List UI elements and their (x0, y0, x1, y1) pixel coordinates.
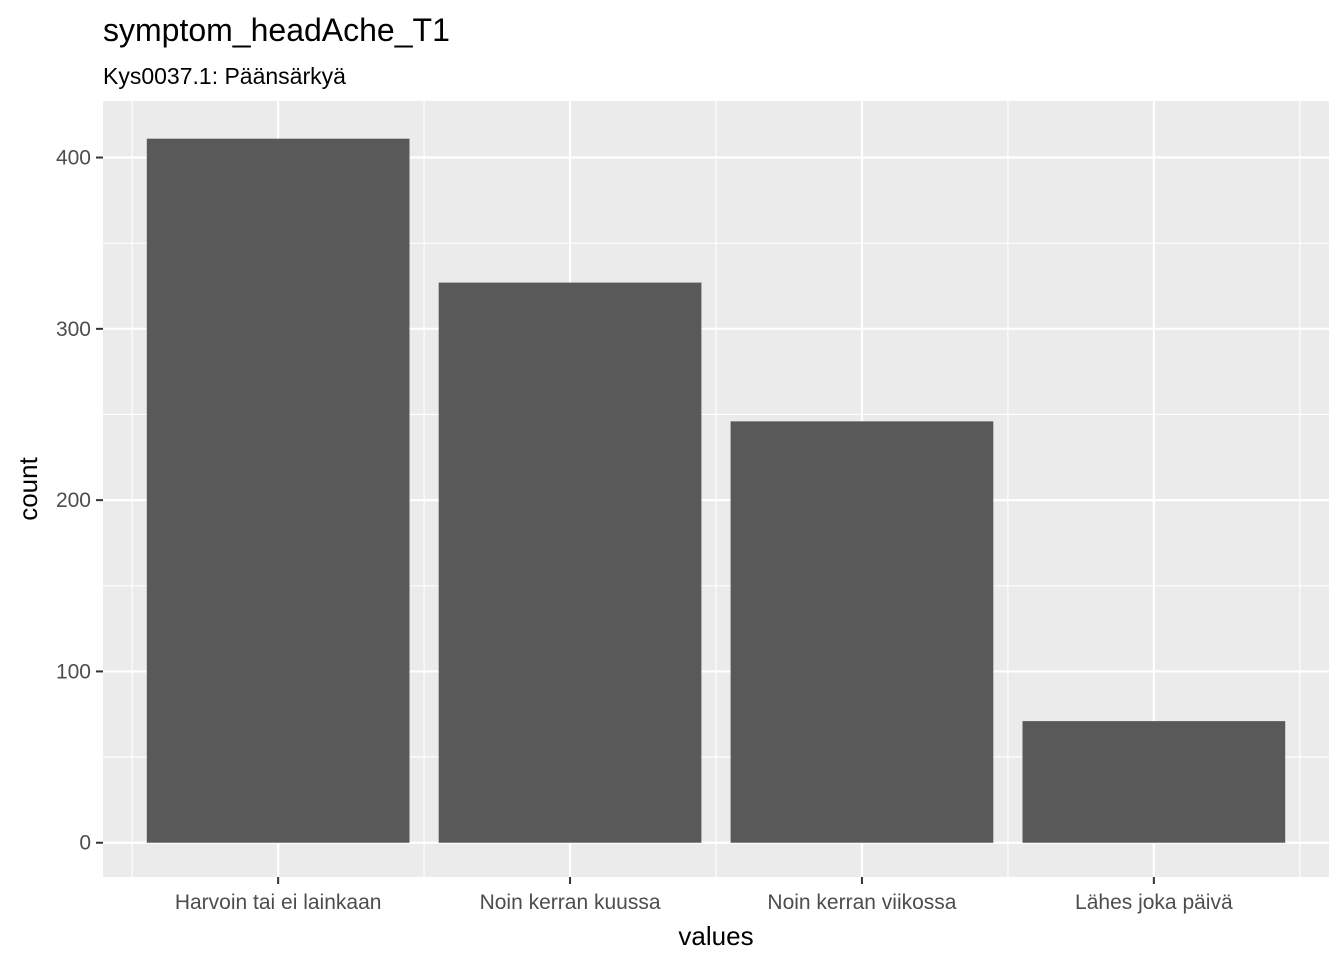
x-tick-label: Noin kerran viikossa (767, 891, 956, 914)
bar (438, 282, 702, 843)
bars (146, 138, 1286, 843)
x-tick-label: Lähes joka päivä (1075, 891, 1233, 914)
bar (1022, 721, 1286, 843)
y-tick-label: 0 (79, 832, 91, 855)
x-tick-label: Harvoin tai ei lainkaan (175, 891, 382, 914)
bar (146, 138, 410, 843)
x-tick-label: Noin kerran kuussa (480, 891, 661, 914)
y-tick-label: 300 (56, 318, 91, 341)
x-axis: Harvoin tai ei lainkaan Noin kerran kuuss… (175, 877, 1233, 914)
chart-title: symptom_headAche_T1 (103, 12, 450, 48)
y-tick-label: 200 (56, 489, 91, 512)
bar (730, 421, 994, 843)
y-axis: 0 100 200 300 400 (56, 147, 103, 855)
chart-subtitle: Kys0037.1: Päänsärkyä (103, 63, 346, 89)
x-axis-title: values (678, 921, 753, 951)
y-tick-label: 100 (56, 660, 91, 683)
y-tick-label: 400 (56, 147, 91, 170)
y-axis-title: count (13, 456, 43, 520)
